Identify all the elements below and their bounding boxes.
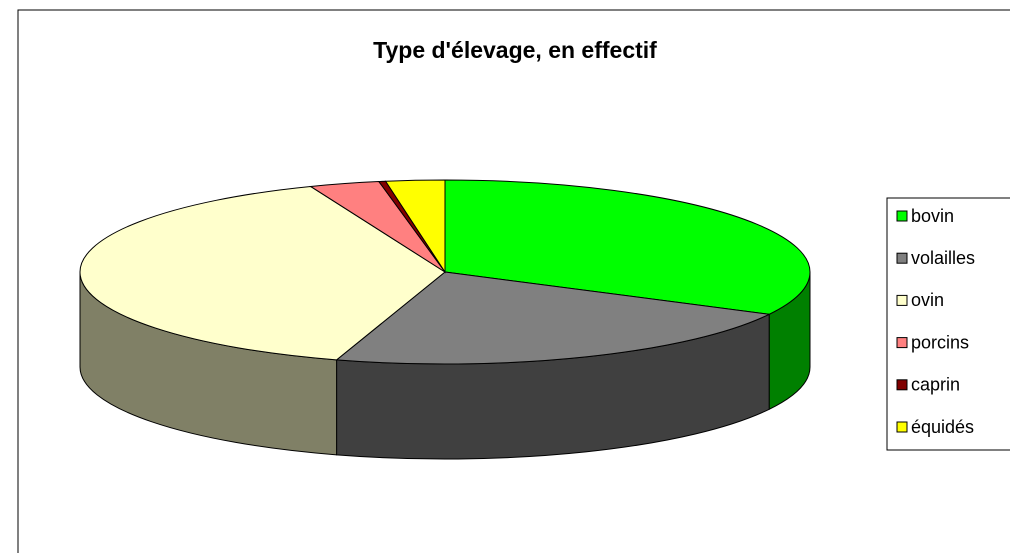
legend-label: équidés — [911, 417, 974, 437]
legend-swatch — [896, 210, 908, 222]
legend-label: caprin — [911, 375, 960, 395]
legend-swatch — [896, 379, 908, 391]
legend-swatch — [896, 337, 908, 349]
pie-slice — [444, 179, 811, 315]
legend-label: ovin — [911, 290, 944, 310]
pie-slice — [335, 271, 771, 365]
legend-label: bovin — [911, 206, 954, 226]
legend-label: volailles — [911, 248, 975, 268]
chart-title: Type d'élevage, en effectif — [373, 37, 657, 63]
legend-label: porcins — [911, 332, 969, 352]
pie — [79, 179, 811, 460]
legend-swatch — [896, 294, 908, 306]
pie-slice — [384, 179, 446, 274]
legend-box — [886, 197, 1010, 451]
pie-slice — [79, 185, 446, 361]
legend-swatch — [896, 252, 908, 264]
legend: bovin volailles ovin porcins caprin équidés — [896, 206, 975, 437]
legend-swatch — [896, 421, 908, 433]
